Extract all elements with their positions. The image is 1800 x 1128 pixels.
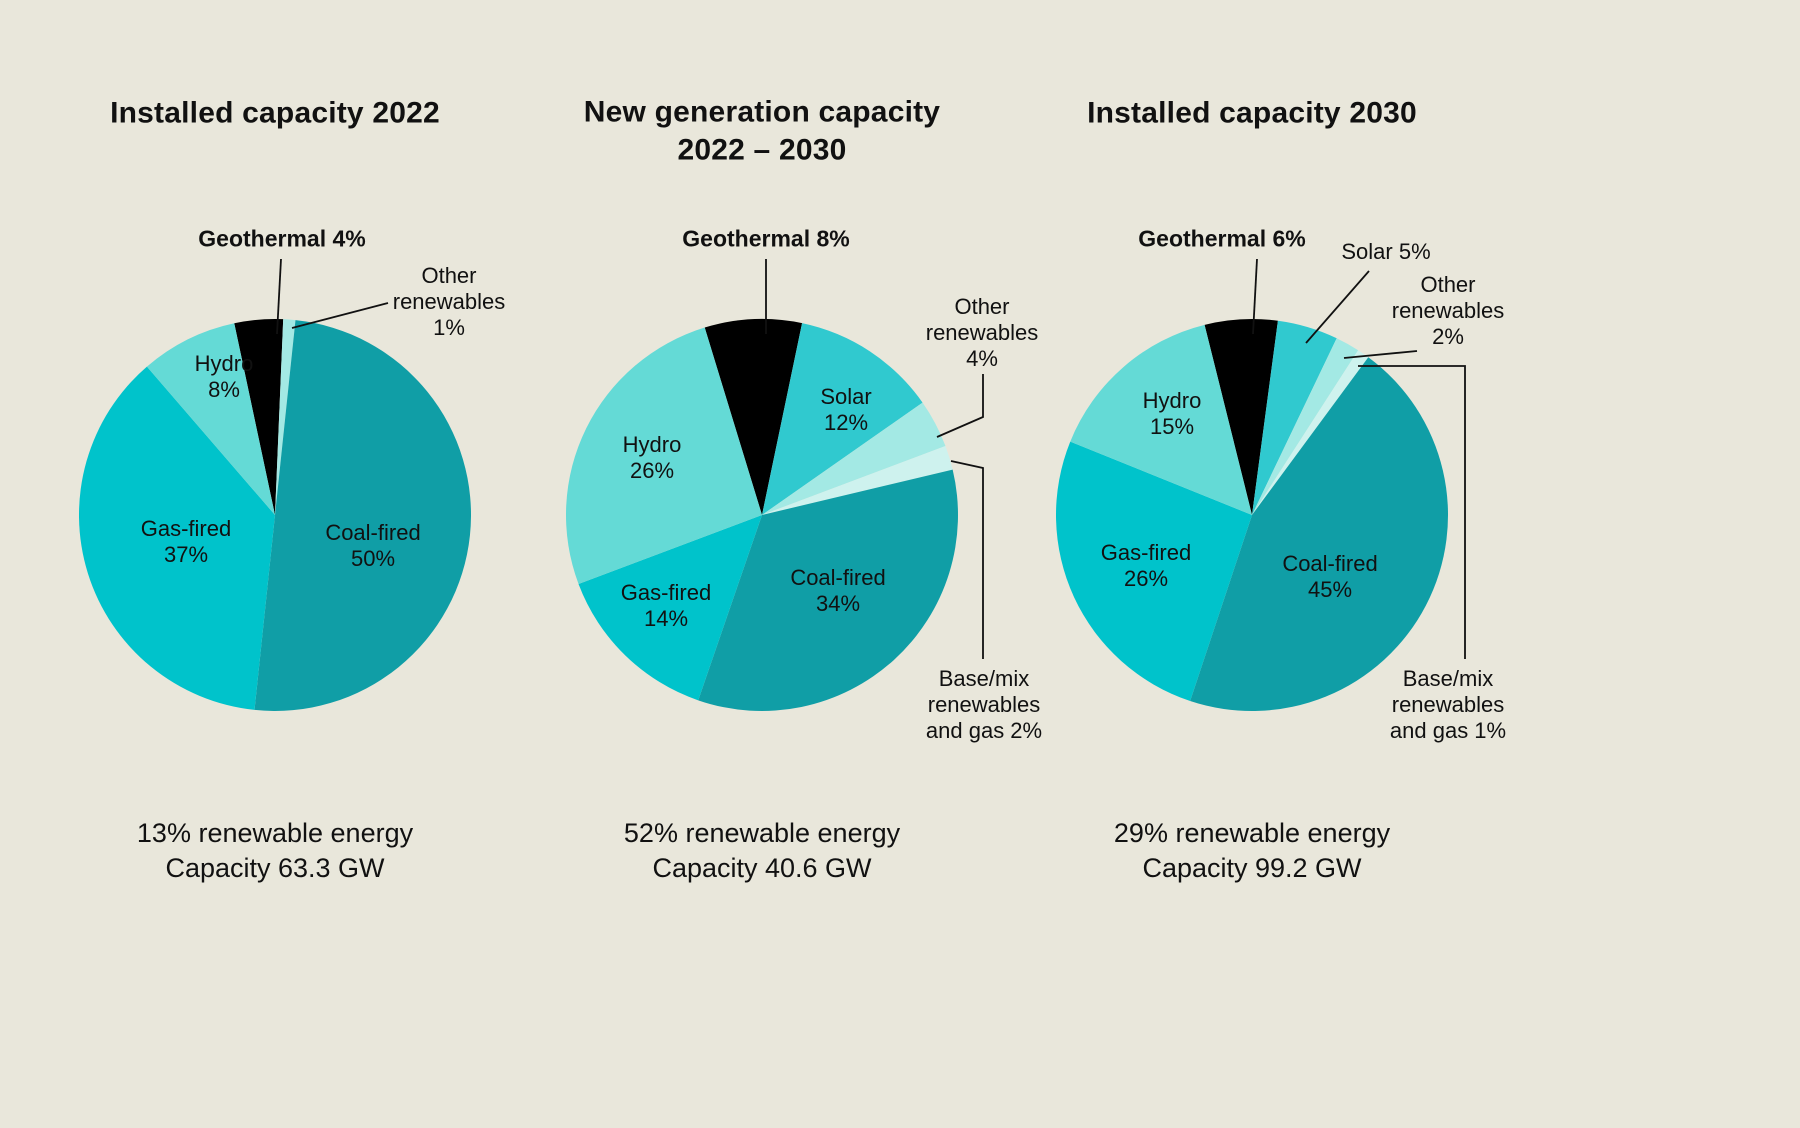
pie-slice-hydro — [565, 327, 762, 584]
pie-installed-2030 — [1055, 318, 1449, 712]
pie-slice-other-renewables — [762, 402, 946, 515]
other-renewables-leader-line-2022 — [291, 302, 389, 329]
geothermal-label-2022: Geothermal 4% — [198, 225, 366, 252]
solar-leader-line-2030 — [1305, 270, 1370, 344]
base-mix-label-2030: Base/mix renewables and gas 1% — [1389, 666, 1507, 743]
gas-fired-label-2030: Gas-fired 26% — [1100, 540, 1192, 591]
other-renewables-leader-line-2030 — [1343, 350, 1418, 359]
geothermal-label-2030: Geothermal 6% — [1138, 225, 1306, 252]
coal-fired-label-new: Coal-fired 34% — [790, 565, 886, 616]
caption-installed-2022: 13% renewable energy Capacity 63.3 GW — [136, 817, 414, 883]
pie-slice-gas-fired — [578, 515, 762, 701]
base-mix-leader-line-new — [950, 460, 984, 659]
pie-slice-coal-fired — [254, 320, 472, 712]
pie-slice-other-renewables — [275, 319, 296, 515]
caption-new-generation: 52% renewable energy Capacity 40.6 GW — [623, 817, 901, 883]
geothermal-leader-line-2022 — [276, 258, 282, 335]
pie-slice-geothermal — [1204, 318, 1278, 515]
pie-slice-geothermal — [704, 318, 803, 515]
gas-fired-label-2022: Gas-fired 37% — [140, 516, 232, 567]
geothermal-label-new: Geothermal 8% — [682, 225, 850, 252]
coal-fired-label-2022: Coal-fired 50% — [325, 520, 421, 571]
pie-slice-hydro — [1070, 324, 1252, 515]
other-renewables-label-new: Other renewables 4% — [925, 294, 1039, 371]
pie-slice-base-mix-renewables-and-gas — [762, 446, 953, 515]
gas-fired-label-new: Gas-fired 14% — [620, 580, 712, 631]
pie-slice-hydro — [146, 323, 275, 515]
solar-label-2030: Solar 5% — [1341, 239, 1431, 265]
pie-slice-solar — [1252, 320, 1337, 515]
hydro-label-new: Hydro 26% — [622, 432, 682, 483]
pie-slice-geothermal — [234, 318, 284, 515]
base-mix-label-new: Base/mix renewables and gas 2% — [925, 666, 1043, 743]
chart-title-installed-2022: Installed capacity 2022 — [110, 96, 440, 130]
pie-slice-solar — [762, 323, 923, 515]
chart-title-new-generation: New generation capacity 2022 – 2030 — [583, 95, 941, 167]
other-renewables-label-2030: Other renewables 2% — [1391, 272, 1505, 349]
geothermal-leader-line-2030 — [1252, 258, 1258, 335]
coal-fired-label-2030: Coal-fired 45% — [1282, 551, 1378, 602]
other-renewables-label-2022: Other renewables 1% — [392, 263, 506, 340]
caption-installed-2030: 29% renewable energy Capacity 99.2 GW — [1113, 817, 1391, 883]
leader-lines — [276, 258, 1466, 659]
pie-slice-base-mix-renewables-and-gas — [1252, 350, 1369, 515]
pie-slice-coal-fired — [698, 469, 958, 711]
pie-slice-coal-fired — [1190, 357, 1449, 712]
pie-installed-2022 — [78, 318, 472, 712]
pie-slice-other-renewables — [1252, 338, 1359, 515]
base-mix-leader-line-2030 — [1358, 365, 1466, 659]
hydro-label-2030: Hydro 15% — [1142, 388, 1202, 439]
pie-slice-gas-fired — [78, 366, 275, 710]
chart-title-installed-2030: Installed capacity 2030 — [1087, 96, 1417, 130]
other-renewables-leader-line-new — [936, 374, 984, 438]
pie-new-generation — [565, 318, 958, 711]
solar-label-new: Solar 12% — [820, 384, 872, 435]
hydro-label-2022: Hydro 8% — [194, 351, 254, 402]
pie-slice-gas-fired — [1055, 441, 1252, 701]
